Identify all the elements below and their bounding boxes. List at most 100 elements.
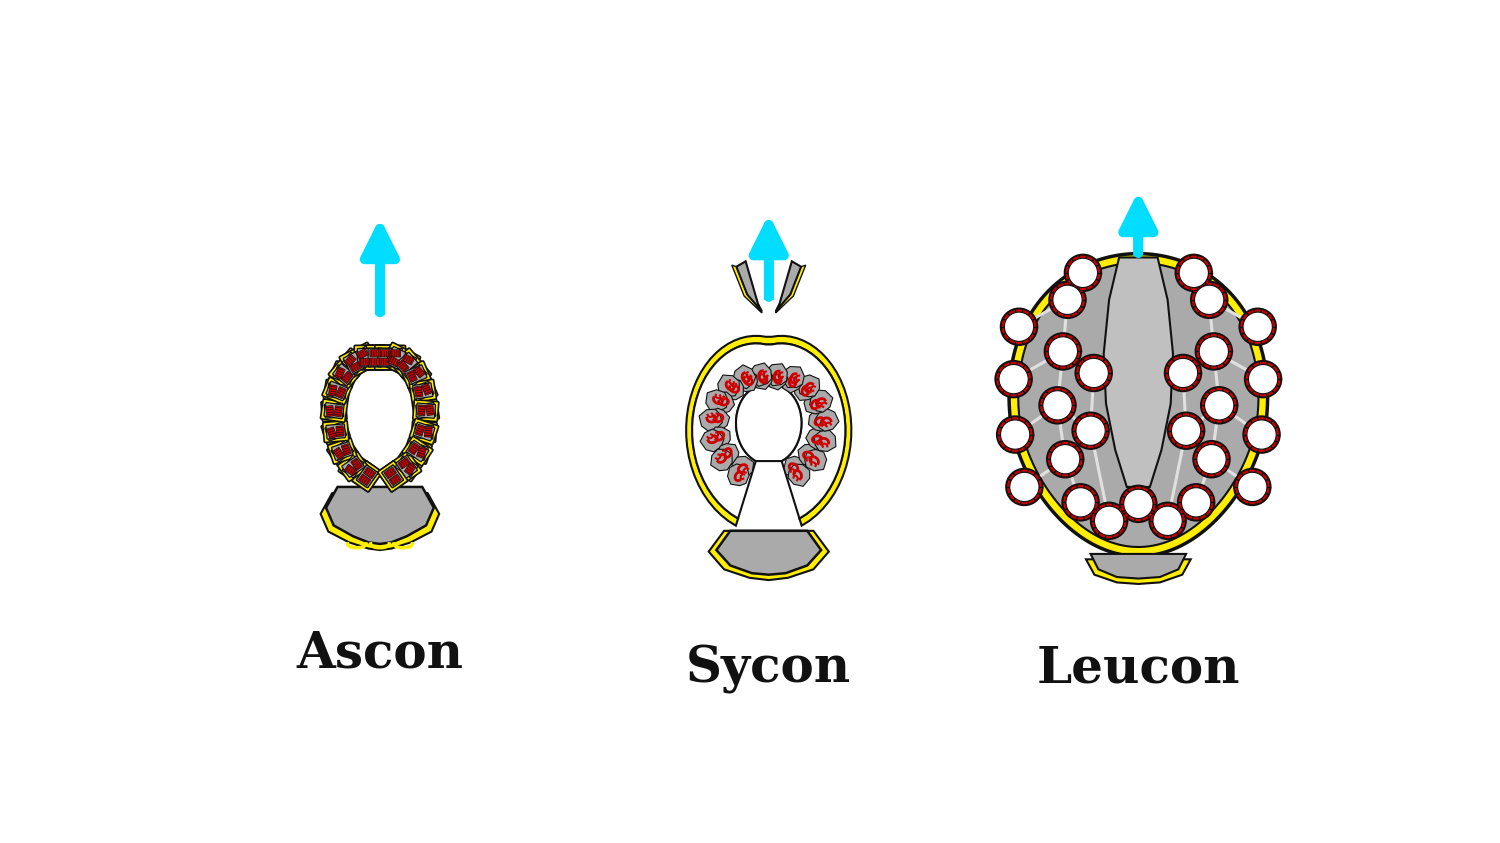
Circle shape: [1242, 416, 1281, 454]
FancyBboxPatch shape: [345, 464, 357, 476]
Circle shape: [1244, 360, 1282, 399]
FancyBboxPatch shape: [339, 451, 368, 482]
Circle shape: [998, 416, 1033, 453]
Text: Sycon: Sycon: [686, 645, 852, 694]
Circle shape: [1072, 413, 1108, 448]
FancyBboxPatch shape: [328, 359, 360, 389]
Circle shape: [1090, 502, 1128, 540]
Circle shape: [1174, 254, 1214, 293]
FancyBboxPatch shape: [380, 358, 390, 365]
Circle shape: [1191, 282, 1227, 318]
FancyBboxPatch shape: [327, 427, 336, 439]
FancyBboxPatch shape: [392, 452, 422, 481]
Circle shape: [1245, 362, 1281, 397]
Circle shape: [1120, 486, 1156, 522]
Polygon shape: [776, 266, 806, 313]
Circle shape: [1179, 485, 1214, 520]
Circle shape: [1246, 420, 1276, 449]
FancyBboxPatch shape: [411, 421, 436, 443]
Circle shape: [1007, 470, 1042, 505]
FancyBboxPatch shape: [332, 440, 354, 462]
FancyBboxPatch shape: [333, 448, 345, 459]
Polygon shape: [810, 390, 832, 412]
Circle shape: [1149, 502, 1186, 540]
Circle shape: [1182, 488, 1210, 517]
FancyBboxPatch shape: [327, 383, 346, 399]
Polygon shape: [736, 261, 762, 311]
FancyBboxPatch shape: [334, 405, 342, 417]
Circle shape: [1164, 354, 1203, 392]
Polygon shape: [732, 266, 762, 313]
FancyBboxPatch shape: [392, 348, 422, 379]
FancyBboxPatch shape: [400, 359, 432, 389]
Polygon shape: [711, 392, 735, 414]
FancyBboxPatch shape: [357, 465, 378, 487]
Circle shape: [1179, 258, 1209, 287]
Circle shape: [1074, 354, 1113, 392]
Polygon shape: [804, 392, 825, 414]
FancyBboxPatch shape: [357, 348, 369, 359]
Circle shape: [1048, 281, 1088, 319]
Text: Leucon: Leucon: [1036, 645, 1240, 694]
Circle shape: [1005, 312, 1034, 341]
Circle shape: [1197, 444, 1225, 474]
FancyBboxPatch shape: [405, 463, 416, 475]
FancyBboxPatch shape: [326, 405, 334, 416]
Circle shape: [1010, 472, 1040, 502]
Polygon shape: [735, 370, 758, 392]
Circle shape: [1040, 388, 1076, 423]
FancyBboxPatch shape: [333, 363, 356, 385]
Circle shape: [1200, 386, 1239, 425]
Circle shape: [1044, 332, 1082, 371]
Circle shape: [1233, 468, 1272, 506]
Polygon shape: [788, 464, 810, 486]
Polygon shape: [710, 427, 730, 448]
FancyBboxPatch shape: [354, 346, 375, 368]
Polygon shape: [798, 444, 820, 465]
Circle shape: [1071, 411, 1110, 450]
Circle shape: [1166, 355, 1200, 390]
FancyBboxPatch shape: [424, 427, 432, 438]
Text: Ascon: Ascon: [297, 630, 464, 679]
Polygon shape: [728, 464, 748, 486]
Circle shape: [1167, 411, 1206, 450]
Circle shape: [1234, 470, 1270, 505]
Circle shape: [1194, 442, 1228, 477]
Circle shape: [1239, 308, 1276, 346]
FancyBboxPatch shape: [350, 362, 361, 373]
Circle shape: [1048, 337, 1077, 366]
Polygon shape: [752, 367, 772, 389]
Polygon shape: [806, 449, 826, 471]
Polygon shape: [1086, 559, 1191, 584]
Polygon shape: [708, 531, 830, 580]
Polygon shape: [1104, 257, 1173, 487]
Circle shape: [1068, 258, 1098, 287]
FancyBboxPatch shape: [352, 461, 382, 491]
FancyBboxPatch shape: [358, 474, 370, 486]
Circle shape: [1168, 413, 1204, 448]
Polygon shape: [321, 493, 440, 550]
Circle shape: [1064, 485, 1098, 520]
Circle shape: [1065, 255, 1101, 291]
Circle shape: [1190, 281, 1228, 319]
FancyBboxPatch shape: [351, 458, 363, 470]
Polygon shape: [806, 427, 830, 449]
Circle shape: [1196, 334, 1231, 369]
FancyBboxPatch shape: [328, 361, 358, 389]
FancyBboxPatch shape: [324, 379, 351, 403]
FancyBboxPatch shape: [336, 426, 344, 437]
FancyBboxPatch shape: [336, 387, 346, 399]
Polygon shape: [815, 431, 836, 452]
FancyBboxPatch shape: [342, 352, 364, 374]
Polygon shape: [766, 364, 788, 386]
FancyBboxPatch shape: [338, 452, 369, 481]
FancyBboxPatch shape: [342, 456, 364, 477]
FancyBboxPatch shape: [413, 400, 440, 422]
Circle shape: [1238, 472, 1268, 502]
Circle shape: [1176, 255, 1212, 291]
FancyBboxPatch shape: [370, 350, 380, 357]
Circle shape: [996, 416, 1035, 454]
FancyBboxPatch shape: [392, 348, 420, 379]
FancyBboxPatch shape: [338, 348, 369, 379]
Circle shape: [1046, 334, 1080, 369]
